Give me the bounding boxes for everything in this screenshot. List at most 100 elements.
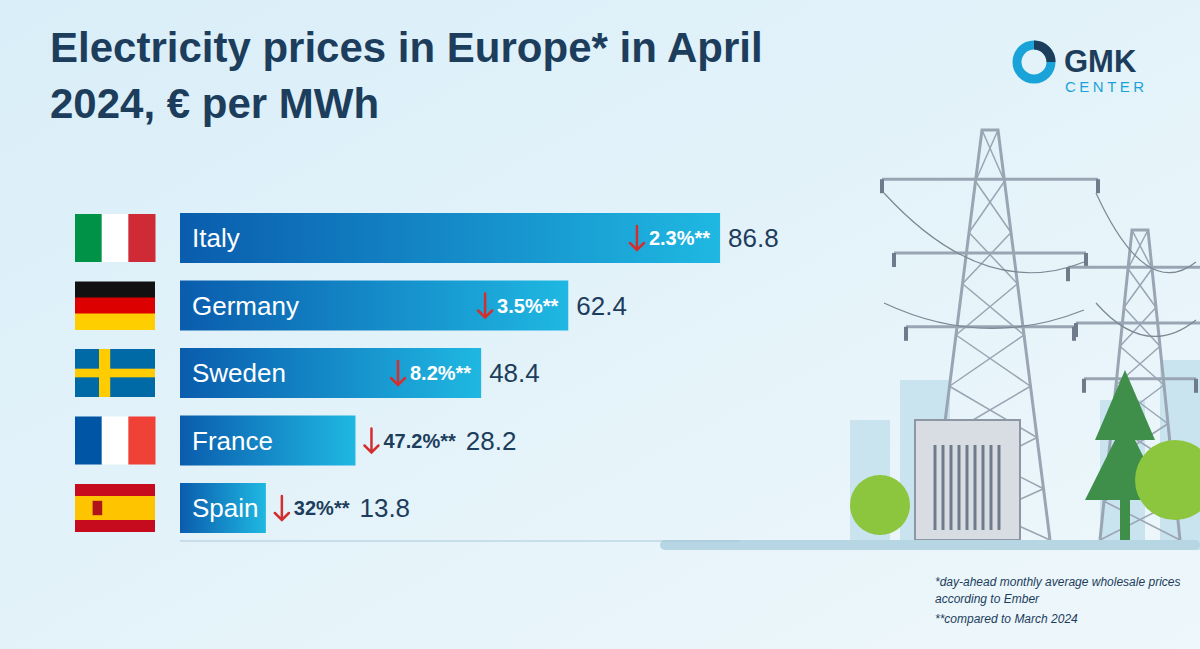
- change-label: 2.3%**: [649, 227, 710, 249]
- category-label: Germany: [192, 291, 299, 321]
- flag-part: [93, 501, 103, 515]
- flag-part: [75, 369, 155, 378]
- transformer-fin: [974, 445, 977, 530]
- category-label: France: [192, 426, 273, 456]
- flag: [75, 417, 156, 465]
- transformer-fin: [942, 445, 945, 530]
- flag-part: [102, 214, 129, 262]
- pylon-arm: [1076, 322, 1200, 325]
- value-label: 48.4: [489, 358, 540, 388]
- title-line: Electricity prices in Europe* in April: [50, 24, 763, 71]
- wires: [884, 193, 1196, 336]
- wire: [884, 303, 1084, 328]
- footnote: **compared to March 2024: [935, 612, 1078, 626]
- change-label: 8.2%**: [410, 362, 471, 384]
- value-label: 86.8: [728, 223, 779, 253]
- insulator: [880, 179, 884, 193]
- wire: [884, 193, 1084, 273]
- insulator: [1096, 179, 1100, 193]
- footnote-line: according to Ember: [935, 592, 1040, 606]
- pylon: [882, 130, 1098, 540]
- insulator: [1194, 379, 1198, 393]
- pylon-brace: [950, 335, 1031, 386]
- bush: [1135, 440, 1200, 520]
- insulator: [1074, 323, 1078, 337]
- wire: [1096, 193, 1196, 273]
- flag-part: [75, 349, 155, 397]
- flag: [75, 349, 155, 397]
- illustration: [660, 130, 1200, 550]
- change-arrow: [364, 429, 378, 453]
- wire: [1096, 303, 1196, 336]
- value-label: 13.8: [359, 493, 410, 523]
- bar: [180, 416, 355, 466]
- transformer: [915, 420, 1020, 540]
- logo-text: GMK: [1064, 44, 1137, 79]
- transformer-fin: [934, 445, 937, 530]
- flag: [75, 484, 155, 532]
- flag-part: [75, 484, 155, 532]
- insulator: [1066, 267, 1070, 281]
- flag-part: [75, 417, 102, 465]
- background: [0, 0, 1200, 649]
- transformer-fin: [998, 445, 1001, 530]
- transformer-fin: [966, 445, 969, 530]
- bar: [180, 348, 481, 398]
- pylon-arm: [1084, 377, 1196, 380]
- flag-part: [75, 496, 155, 520]
- flag-part: [128, 417, 155, 465]
- logo-ring: [1017, 45, 1051, 79]
- change-arrow: [391, 361, 405, 385]
- logo-subtext: CENTER: [1065, 78, 1148, 95]
- transformer-fin: [982, 445, 985, 530]
- insulator: [1084, 253, 1088, 267]
- logo-ring-part: [1034, 45, 1051, 62]
- bar: [180, 281, 568, 331]
- chart: Electricity prices in Europe* in April 20…: [0, 0, 1200, 649]
- change-arrow: [630, 226, 644, 250]
- bars: [180, 213, 720, 533]
- change-arrow: [275, 496, 289, 520]
- change-label: 3.5%**: [497, 295, 558, 317]
- category-label: Sweden: [192, 358, 286, 388]
- flag: [75, 214, 156, 262]
- transformer-fin: [990, 445, 993, 530]
- pylon-arm: [1068, 266, 1200, 269]
- pylon-brace: [1120, 308, 1160, 347]
- axis-line: [180, 541, 740, 542]
- logo: GMKCENTER: [1017, 44, 1148, 95]
- change-label: 32%**: [294, 497, 350, 519]
- flags: [75, 214, 156, 532]
- insulator: [904, 327, 908, 341]
- bar: [180, 483, 266, 533]
- flag-part: [75, 314, 155, 331]
- insulator: [892, 253, 896, 267]
- flag-part: [75, 282, 155, 299]
- footnote-line: *day-ahead monthly average wholesale pri…: [935, 575, 1180, 589]
- insulator: [1082, 379, 1086, 393]
- pylon-brace: [1128, 230, 1152, 269]
- pylon-brace: [969, 181, 1011, 232]
- bush: [850, 475, 910, 535]
- pylon-brace: [976, 130, 1005, 181]
- page: {"chart_data": {"type": "bar", "orientat…: [0, 0, 1200, 649]
- category-label: Spain: [192, 493, 259, 523]
- title-line: 2024, € per MWh: [50, 80, 379, 127]
- labels: Italy 2.3%** 86.8 Germany 3.5%** 62.4 Sweden 8.…: [192, 223, 779, 523]
- flag-part: [75, 298, 155, 315]
- value-label: 62.4: [576, 291, 627, 321]
- footnote-line: **compared to March 2024: [935, 612, 1078, 626]
- category-label: Italy: [192, 223, 240, 253]
- flag: [75, 282, 155, 331]
- pylon-brace: [1124, 269, 1156, 308]
- bar: [180, 213, 720, 263]
- value-label: 28.2: [466, 426, 517, 456]
- transformer-fin: [958, 445, 961, 530]
- footnote: *day-ahead monthly average wholesale pri…: [935, 575, 1180, 606]
- pylon-brace: [963, 233, 1018, 284]
- title: Electricity prices in Europe* in April 20…: [50, 24, 763, 127]
- ground: [660, 540, 1200, 550]
- flag-part: [102, 417, 129, 465]
- change-arrow: [478, 294, 492, 318]
- flag-part: [75, 214, 102, 262]
